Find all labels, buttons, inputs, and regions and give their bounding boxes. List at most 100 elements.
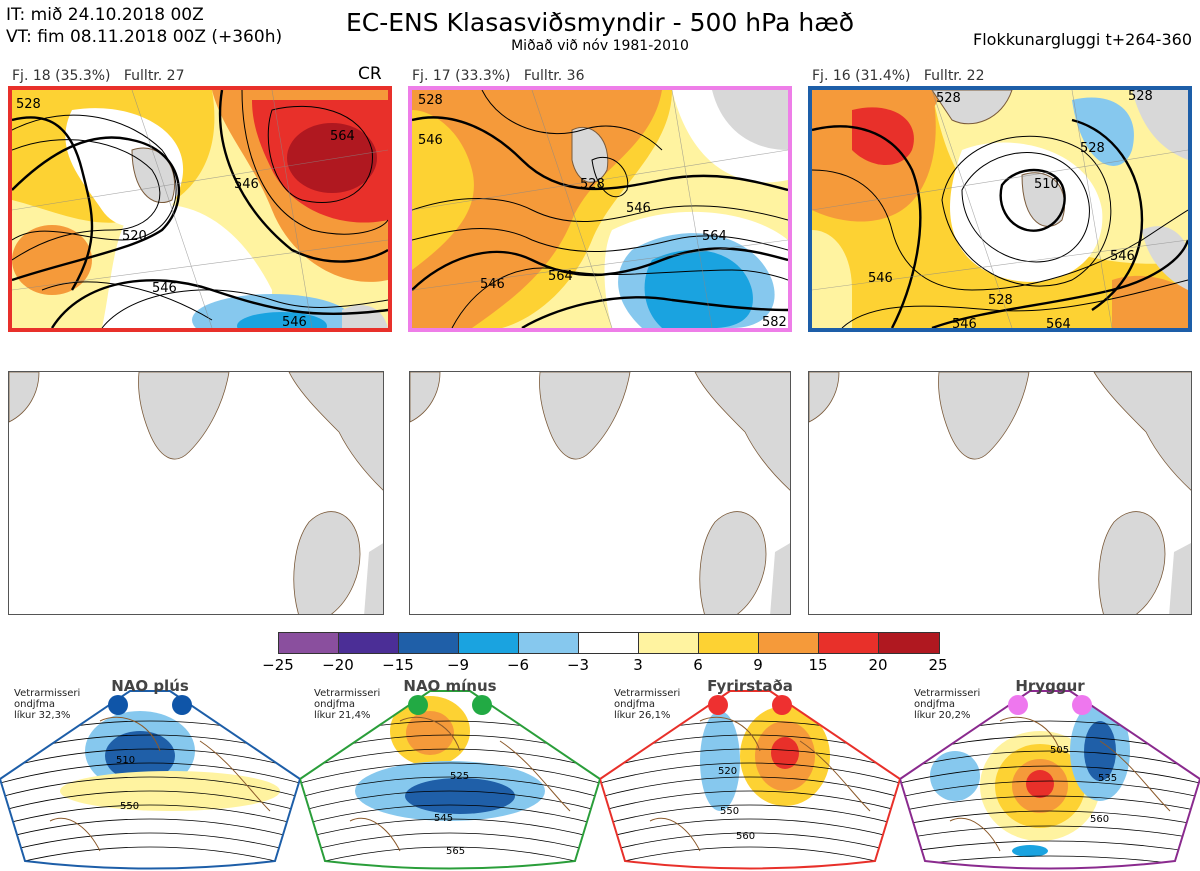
page-title: EC-ENS Klasasviðsmyndir - 500 hPa hæð — [345, 8, 855, 37]
colorbar-swatch — [399, 633, 459, 653]
contour-label: 528 — [580, 177, 605, 192]
panel-2-label: Fj. 17 (33.3%) Fulltr. 36 — [412, 68, 585, 84]
cluster-map-2: 528 546 528 546 564 546 564 582 — [408, 86, 792, 332]
contour-label: 528 — [1080, 141, 1105, 156]
initial-time: IT: mið 24.10.2018 00Z — [6, 5, 204, 25]
page-subtitle: Miðað við nóv 1981-2010 — [511, 38, 689, 54]
regime-note-line: Vetrarmisseri — [314, 688, 381, 699]
regime-note-line: ondjfma — [614, 699, 655, 710]
colorbar-tick-label: −20 — [322, 656, 354, 674]
reference-map-1 — [8, 371, 384, 615]
contour-label: 564 — [1046, 317, 1071, 328]
colorbar-swatch — [519, 633, 579, 653]
contour-label: 546 — [1110, 249, 1135, 264]
run-info: IT: mið 24.10.2018 00Z VT: fim 08.11.201… — [6, 4, 282, 48]
contour-label: 525 — [450, 771, 469, 782]
panel-1-label: Fj. 18 (35.3%) Fulltr. 27 — [12, 68, 185, 84]
colorbar-swatch — [699, 633, 759, 653]
contour-label: 565 — [446, 846, 465, 857]
contour-label: 546 — [952, 317, 977, 328]
colorbar-tick-label: 20 — [868, 656, 888, 674]
contour-label: 564 — [330, 129, 355, 144]
colorbar-tick-label: −6 — [506, 656, 530, 674]
regime-title: Fyrirstaða — [707, 677, 793, 695]
colorbar-tick-label: 15 — [808, 656, 828, 674]
contour-label: 546 — [282, 315, 307, 328]
colorbar-tick-label: 6 — [693, 656, 703, 674]
reference-map-2 — [409, 371, 791, 615]
contour-label: 528 — [1128, 90, 1153, 104]
colorbar-swatch — [579, 633, 639, 653]
regime-title: Hryggur — [1015, 677, 1085, 695]
panel-1-tag: CR — [358, 64, 382, 84]
contour-label: 510 — [116, 755, 135, 766]
classification-window: Flokkunargluggi t+264-360 — [973, 30, 1192, 49]
colorbar-swatch — [339, 633, 399, 653]
regime-note-line: líkur 26,1% — [614, 710, 671, 721]
contour-label: 560 — [736, 831, 755, 842]
regime-note: Vetrarmisseri ondjfma líkur 21,4% — [314, 688, 380, 721]
regime-note-line: ondjfma — [314, 699, 355, 710]
contour-label: 528 — [936, 91, 961, 106]
colorbar-swatch — [459, 633, 519, 653]
regime-marker — [1008, 695, 1028, 715]
contour-label: 546 — [418, 133, 443, 148]
contour-label: 520 — [718, 766, 737, 777]
regime-marker — [708, 695, 728, 715]
contour-label: 535 — [1098, 773, 1117, 784]
contour-label: 550 — [720, 806, 739, 817]
contour-label: 546 — [234, 177, 259, 192]
colorbar-swatch — [819, 633, 879, 653]
contour-label: 528 — [16, 97, 41, 112]
regime-note-line: ondjfma — [14, 699, 55, 710]
cluster-map-3: 528 528 510 528 546 528 546 546 564 — [808, 86, 1192, 332]
colorbar-swatch — [879, 633, 939, 653]
colorbar-tick-label: −3 — [566, 656, 590, 674]
contour-label: 545 — [434, 813, 453, 824]
regime-title: NAO mínus — [403, 677, 497, 695]
regime-map: 520 550 560 — [600, 690, 900, 870]
regime-note: Vetrarmisseri ondjfma líkur 26,1% — [614, 688, 680, 721]
regime-marker — [472, 695, 492, 715]
contour-label: 564 — [702, 229, 727, 244]
contour-label: 546 — [152, 281, 177, 296]
colorbar — [278, 632, 940, 654]
valid-time: VT: fim 08.11.2018 00Z (+360h) — [6, 27, 283, 47]
colorbar-tick-label: 3 — [633, 656, 643, 674]
contour-label: 546 — [480, 277, 505, 292]
cluster-map-1: 528 564 546 520 546 546 — [8, 86, 392, 332]
regime-marker — [108, 695, 128, 715]
regime-note-line: líkur 21,4% — [314, 710, 371, 721]
colorbar-tick-label: −25 — [262, 656, 294, 674]
regime-map: 510 550 — [0, 690, 300, 870]
regime-marker — [772, 695, 792, 715]
regime-marker — [408, 695, 428, 715]
colorbar-swatch — [759, 633, 819, 653]
contour-label: 546 — [868, 271, 893, 286]
regime-title: NAO plús — [111, 677, 189, 695]
contour-label: 528 — [418, 93, 443, 108]
colorbar-tick-label: −9 — [446, 656, 470, 674]
regime-note-line: líkur 20,2% — [914, 710, 971, 721]
regime-note: Vetrarmisseri ondjfma líkur 20,2% — [914, 688, 980, 721]
colorbar-tick-label: 25 — [928, 656, 948, 674]
contour-label: 560 — [1090, 814, 1109, 825]
contour-label: 564 — [548, 269, 573, 284]
regime-note: Vetrarmisseri ondjfma líkur 32,3% — [14, 688, 80, 721]
regime-marker — [172, 695, 192, 715]
regime-map: 525 545 565 — [300, 690, 600, 870]
contour-label: 582 — [762, 315, 787, 328]
regime-map: 505 535 560 — [900, 690, 1200, 870]
regime-note-line: Vetrarmisseri — [614, 688, 681, 699]
colorbar-swatch — [279, 633, 339, 653]
contour-label: 546 — [626, 201, 651, 216]
contour-label: 505 — [1050, 745, 1069, 756]
regime-note-line: Vetrarmisseri — [14, 688, 81, 699]
colorbar-tick-label: −15 — [382, 656, 414, 674]
panel-3-label: Fj. 16 (31.4%) Fulltr. 22 — [812, 68, 985, 84]
regime-note-line: ondjfma — [914, 699, 955, 710]
colorbar-swatch — [639, 633, 699, 653]
contour-label: 528 — [988, 293, 1013, 308]
colorbar-tick-label: 9 — [753, 656, 763, 674]
regime-marker — [1072, 695, 1092, 715]
